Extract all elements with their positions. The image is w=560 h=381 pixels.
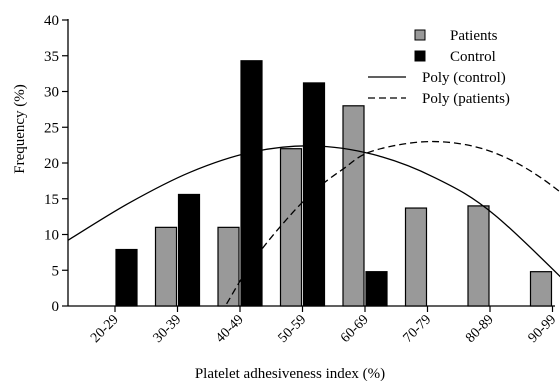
trend-curve-patients — [226, 140, 560, 305]
x-tick-label: 80-89 — [463, 312, 497, 346]
bar-control — [302, 82, 326, 307]
x-tick-label: 20-29 — [88, 312, 122, 346]
bar-patients — [342, 105, 365, 307]
y-tick-label: 5 — [52, 263, 60, 279]
bars — [115, 60, 553, 307]
y-tick-label: 20 — [44, 156, 59, 172]
trend-curves — [67, 140, 560, 305]
legend-label: Poly (control) — [422, 70, 506, 86]
bar-patients — [529, 271, 553, 307]
y-tick-label: 40 — [44, 13, 59, 29]
legend-label: Patients — [450, 28, 498, 44]
y-axis-title: Frequency (%) — [12, 84, 28, 174]
x-axis: 20-29 30-39 40-49 50-59 60-69 70-79 80-89 90-99 — [68, 305, 560, 346]
legend-swatch-patients — [414, 29, 426, 41]
legend: Patients Control Poly (control) Poly (patie… — [368, 28, 510, 107]
bar-patients — [404, 207, 428, 307]
bar-control — [365, 271, 388, 307]
x-tick-label: 40-49 — [213, 312, 247, 346]
legend-swatch-control — [414, 50, 426, 62]
bar-control — [240, 60, 263, 307]
bar-patients — [154, 226, 178, 307]
bar-patients — [217, 226, 240, 307]
bar-control — [115, 248, 138, 307]
bar-patients — [467, 205, 490, 307]
x-tick-label: 60-69 — [338, 312, 372, 346]
legend-label: Poly (patients) — [422, 91, 510, 107]
bar-patients — [279, 148, 303, 307]
y-tick-label: 10 — [44, 228, 59, 244]
legend-label: Control — [450, 49, 496, 65]
y-tick-label: 25 — [44, 120, 59, 136]
x-tick-label: 50-59 — [276, 312, 310, 346]
x-tick-label: 30-39 — [151, 312, 185, 346]
x-axis-title: Platelet adhesiveness index (%) — [195, 366, 385, 381]
y-tick-label: 15 — [44, 192, 59, 208]
trend-curve-control — [67, 145, 560, 278]
x-tick-label: 70-79 — [401, 312, 435, 346]
bar-control — [177, 193, 201, 307]
y-tick-label: 0 — [52, 299, 60, 315]
y-axis: 0 5 10 15 20 25 30 35 40 — [44, 13, 69, 315]
x-tick-label: 90-99 — [526, 312, 560, 346]
y-tick-label: 35 — [44, 49, 59, 65]
y-tick-label: 30 — [44, 85, 59, 101]
